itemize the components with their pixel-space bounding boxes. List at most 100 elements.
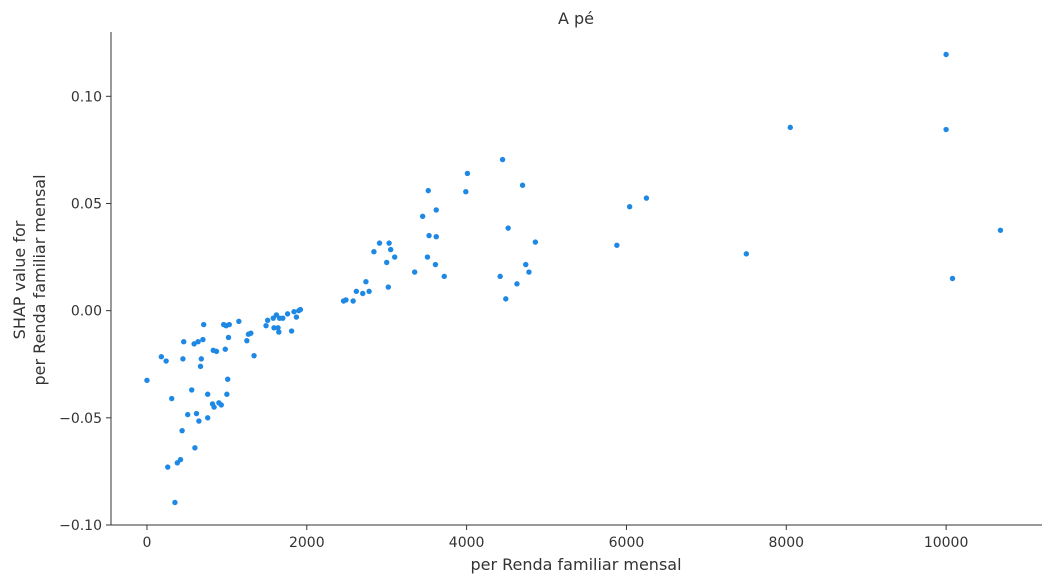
scatter-point bbox=[196, 418, 202, 424]
scatter-point bbox=[144, 377, 150, 384]
x-tick-label: 6000 bbox=[609, 535, 645, 551]
scatter-point bbox=[425, 187, 431, 194]
x-tick-label: 4000 bbox=[449, 535, 485, 551]
scatter-point bbox=[192, 445, 198, 451]
scatter-point bbox=[179, 427, 185, 434]
scatter-point bbox=[224, 376, 231, 382]
scatter-point bbox=[432, 261, 439, 268]
x-tick-label: 2000 bbox=[289, 535, 325, 551]
scatter-point bbox=[177, 456, 184, 463]
scatter-point bbox=[464, 170, 471, 177]
scatter-point bbox=[943, 126, 949, 133]
scatter-point bbox=[204, 391, 211, 397]
scatter-point bbox=[433, 234, 439, 240]
scatter-point bbox=[997, 227, 1004, 233]
y-axis-label-line-1: SHAP value for bbox=[10, 220, 29, 339]
scatter-point bbox=[643, 195, 650, 201]
scatter-point bbox=[366, 288, 372, 295]
scatter-point bbox=[293, 314, 300, 320]
scatter-point bbox=[441, 273, 447, 280]
scatter-point bbox=[158, 354, 165, 360]
scatter-point bbox=[387, 246, 394, 253]
scatter-point bbox=[343, 297, 349, 303]
scatter-point bbox=[519, 182, 526, 188]
scatter-point bbox=[743, 251, 750, 257]
scatter-point bbox=[198, 356, 205, 362]
x-axis-ticks: 0 2000 4000 6000 8000 10000 bbox=[143, 525, 969, 551]
scatter-point bbox=[213, 348, 220, 355]
scatter-point bbox=[523, 261, 529, 268]
scatter-point bbox=[200, 336, 206, 343]
scatter-point bbox=[169, 395, 175, 402]
scatter-point bbox=[426, 232, 432, 239]
scatter-point bbox=[376, 240, 383, 246]
chart-title: A pé bbox=[558, 9, 594, 28]
y-axis-ticks: −0.10 −0.05 0.00 0.05 0.10 bbox=[59, 89, 111, 534]
scatter-points bbox=[144, 51, 1004, 506]
scatter-point bbox=[275, 325, 281, 331]
scatter-point bbox=[280, 315, 286, 321]
scatter-point bbox=[350, 298, 356, 304]
scatter-point bbox=[211, 404, 217, 410]
scatter-point bbox=[391, 254, 398, 260]
scatter-point bbox=[248, 330, 254, 336]
x-axis-label: per Renda familiar mensal bbox=[470, 555, 681, 574]
scatter-point bbox=[291, 309, 297, 315]
scatter-point bbox=[297, 306, 304, 313]
scatter-point bbox=[943, 51, 949, 58]
scatter-point bbox=[172, 499, 178, 506]
scatter-point bbox=[384, 259, 390, 266]
y-tick-label: 0.10 bbox=[71, 89, 102, 105]
scatter-point bbox=[353, 288, 360, 295]
scatter-point bbox=[499, 156, 506, 163]
scatter-point bbox=[463, 188, 469, 195]
scatter-point bbox=[276, 329, 282, 335]
scatter-point bbox=[371, 249, 377, 255]
scatter-point bbox=[411, 269, 418, 275]
scatter-point bbox=[251, 352, 257, 359]
scatter-point bbox=[197, 363, 204, 370]
scatter-point bbox=[614, 242, 620, 248]
scatter-point bbox=[284, 311, 291, 317]
scatter-point bbox=[226, 321, 232, 328]
scatter-point bbox=[224, 391, 230, 397]
scatter-point bbox=[263, 322, 269, 329]
scatter-point bbox=[514, 281, 520, 287]
scatter-point bbox=[363, 279, 369, 285]
scatter-point bbox=[163, 358, 169, 364]
scatter-point bbox=[497, 273, 503, 280]
scatter-point bbox=[201, 321, 207, 328]
scatter-point bbox=[191, 341, 197, 347]
axes-spines bbox=[110, 32, 1042, 526]
scatter-point bbox=[433, 207, 439, 213]
scatter-point bbox=[225, 334, 232, 341]
scatter-point bbox=[236, 318, 242, 325]
scatter-point bbox=[503, 296, 509, 302]
y-tick-label: 0.05 bbox=[71, 196, 102, 212]
scatter-point bbox=[626, 203, 633, 210]
scatter-point bbox=[424, 254, 431, 260]
x-tick-label: 8000 bbox=[768, 535, 804, 551]
x-tick-label: 10000 bbox=[924, 535, 969, 551]
scatter-point bbox=[189, 387, 195, 393]
scatter-point bbox=[288, 328, 295, 334]
y-axis-label: SHAP value for per Renda familiar mensal bbox=[10, 174, 49, 385]
scatter-point bbox=[218, 402, 224, 408]
scatter-point bbox=[386, 240, 392, 246]
x-tick-label: 0 bbox=[143, 535, 152, 551]
scatter-point bbox=[505, 225, 511, 231]
y-tick-label: −0.05 bbox=[59, 411, 102, 427]
scatter-point bbox=[385, 284, 392, 290]
scatter-point bbox=[165, 464, 171, 470]
y-axis-label-line-2: per Renda familiar mensal bbox=[30, 174, 49, 385]
scatter-point bbox=[185, 411, 191, 418]
scatter-point bbox=[526, 269, 532, 275]
scatter-point bbox=[419, 213, 426, 220]
scatter-point bbox=[949, 275, 956, 282]
scatter-point bbox=[271, 325, 277, 331]
scatter-point bbox=[360, 290, 366, 297]
scatter-point bbox=[222, 346, 228, 352]
scatter-point bbox=[532, 239, 539, 245]
y-tick-label: −0.10 bbox=[59, 518, 102, 534]
